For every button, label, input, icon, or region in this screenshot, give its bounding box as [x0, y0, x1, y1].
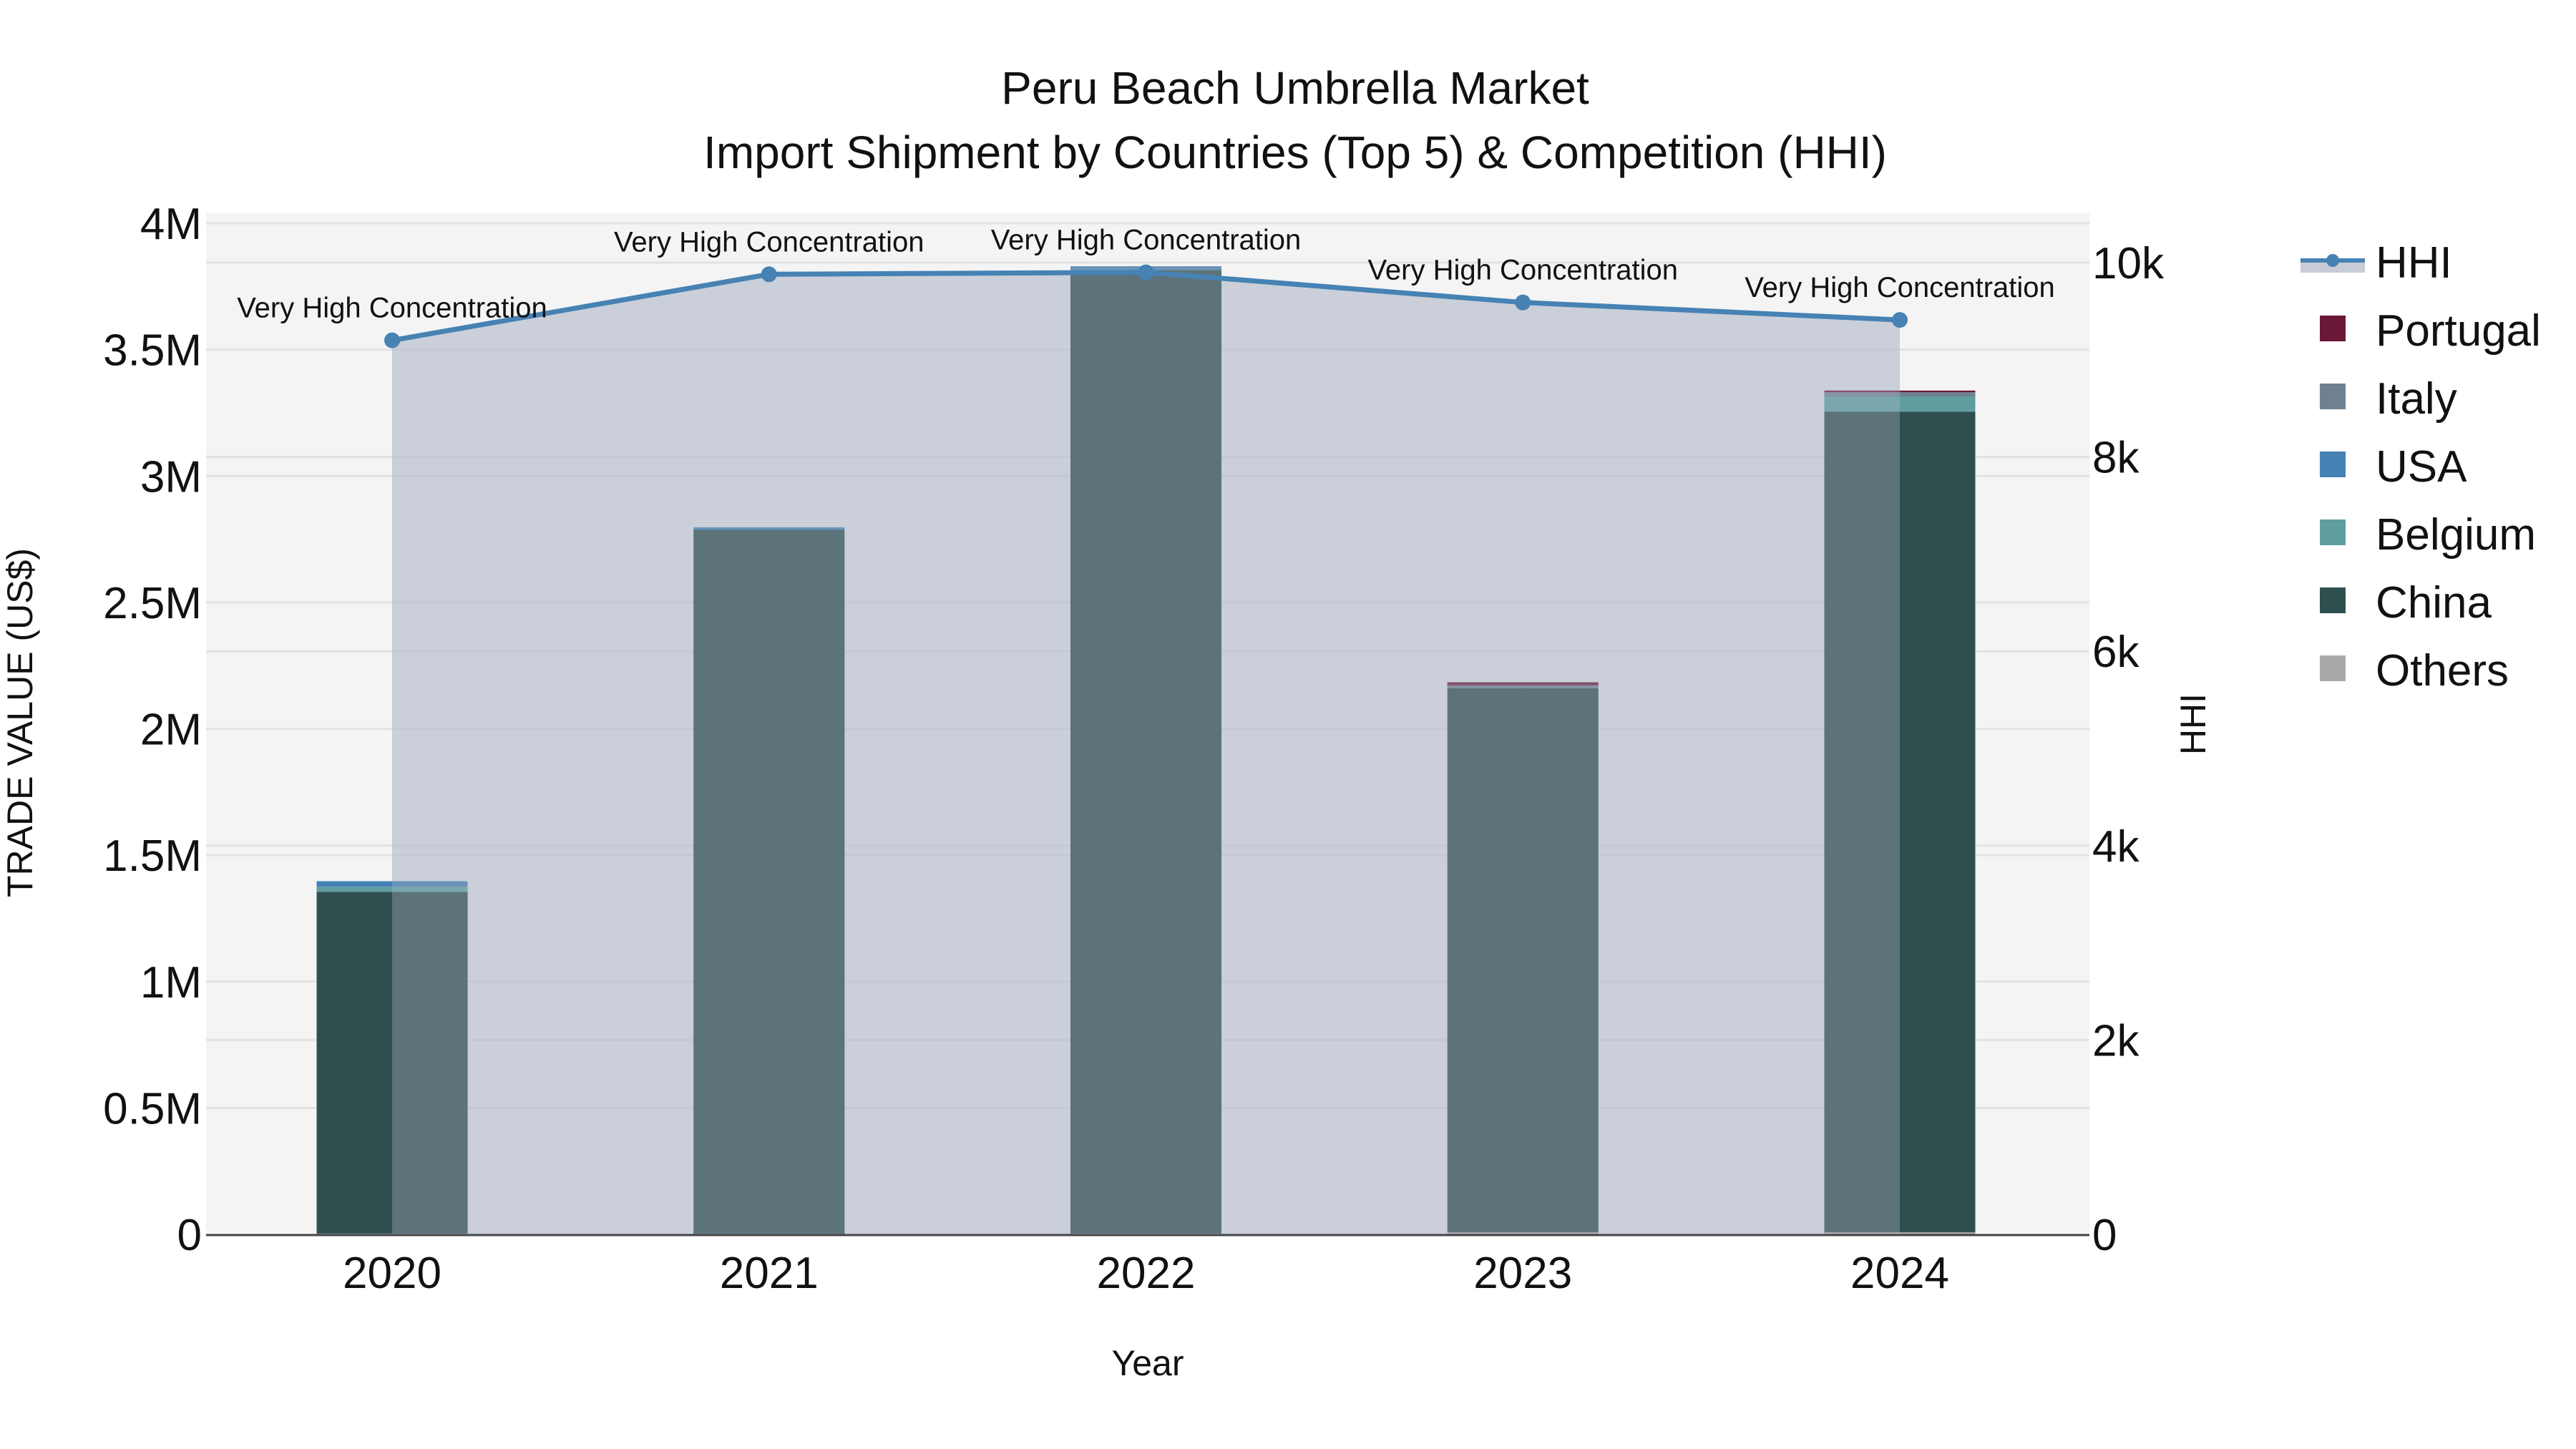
x-tick-label: 2024 — [1850, 1249, 1949, 1298]
hhi-marker-2021[interactable] — [761, 266, 777, 283]
hhi-marker-2024[interactable] — [1892, 312, 1908, 328]
y-tick-label: 3M — [140, 452, 202, 502]
bars — [316, 266, 1976, 1235]
y2-axis-title: HHI — [2173, 693, 2213, 755]
y-axis-title: TRADE VALUE (US$) — [0, 548, 40, 897]
hhi-legend-fill — [2301, 263, 2365, 273]
legend-item-belgium[interactable]: Belgium — [2320, 510, 2536, 560]
y-tick-label: 2.5M — [103, 579, 202, 628]
y-tick-label: 1.5M — [103, 831, 202, 881]
hhi-annotation: Very High Concentration — [991, 225, 1302, 256]
legend-item-usa[interactable]: USA — [2320, 442, 2467, 492]
bar-segment-china-2022[interactable] — [1070, 270, 1221, 1234]
legend-item-hhi[interactable]: HHI — [2301, 238, 2452, 288]
legend-label: Italy — [2376, 374, 2457, 424]
bar-segment-portugal-2023[interactable] — [1447, 682, 1599, 686]
legend-swatch — [2320, 452, 2346, 477]
hhi-marker-2020[interactable] — [384, 332, 400, 348]
bar-overlay — [1146, 266, 1221, 1234]
legend-label: China — [2376, 578, 2492, 628]
hhi-marker-2023[interactable] — [1515, 294, 1531, 311]
bar-segment-italy-2024[interactable] — [1824, 391, 1976, 396]
legend-swatch — [2320, 519, 2346, 545]
legend-label: Belgium — [2376, 510, 2536, 560]
y-axis-ticks: 0 0.5M 1M 1.5M 2M 2.5M 3M 3.5M 4M — [103, 200, 202, 1260]
bar-segment-belgium-2024[interactable] — [1824, 396, 1976, 412]
chart-title: Peru Beach Umbrella Market — [1001, 62, 1589, 114]
y2-tick-label: 2k — [2092, 1016, 2140, 1065]
bar-segment-others-2024[interactable] — [1824, 1232, 1976, 1234]
bar-overlay — [769, 527, 845, 1234]
hhi-line: Very High Concentration Very High Concent… — [237, 225, 2055, 348]
chart-subtitle: Import Shipment by Countries (Top 5) & C… — [703, 127, 1887, 178]
bar-segment-others-2023[interactable] — [1447, 1232, 1599, 1234]
y-tick-label: 0 — [177, 1211, 202, 1260]
bar-overlay — [1523, 682, 1599, 1234]
y2-axis-ticks: 0 2k 4k 6k 8k 10k — [2092, 239, 2165, 1260]
legend-label: Portugal — [2376, 306, 2541, 356]
y-tick-label: 2M — [140, 706, 202, 755]
y-tick-label: 0.5M — [103, 1084, 202, 1133]
legend-swatch — [2320, 384, 2346, 409]
bar-segment-china-2024[interactable] — [1824, 411, 1976, 1233]
bar-overlay — [1824, 390, 1900, 1234]
hhi-annotation: Very High Concentration — [1745, 272, 2055, 303]
x-axis-ticks: 2020 2021 2022 2023 2024 — [343, 1249, 1949, 1298]
bar-segment-portugal-2024[interactable] — [1824, 390, 1976, 392]
bar-segment-china-2021[interactable] — [693, 530, 845, 1234]
legend-label: HHI — [2376, 238, 2452, 288]
hhi-annotation: Very High Concentration — [614, 226, 924, 258]
bar-segment-italy-2023[interactable] — [1447, 685, 1599, 688]
x-axis-title: Year — [1111, 1343, 1184, 1383]
bar-segment-usa-2020[interactable] — [316, 881, 468, 887]
x-tick-label: 2023 — [1473, 1249, 1572, 1298]
bar-segment-usa-2021[interactable] — [693, 527, 845, 530]
hhi-annotation: Very High Concentration — [1367, 255, 1678, 286]
legend-item-italy[interactable]: Italy — [2320, 374, 2457, 424]
y-tick-label: 3.5M — [103, 326, 202, 376]
legend-label: USA — [2376, 442, 2467, 492]
hhi-annotation: Very High Concentration — [237, 293, 547, 324]
y2-tick-label: 8k — [2092, 434, 2140, 483]
legend-item-others[interactable]: Others — [2320, 646, 2509, 696]
y2-tick-label: 10k — [2092, 239, 2165, 288]
hhi-marker-2022[interactable] — [1138, 264, 1154, 280]
bar-segment-china-2020[interactable] — [316, 892, 468, 1234]
y-tick-label: 1M — [140, 958, 202, 1008]
hhi-legend-marker — [2326, 254, 2339, 267]
y2-tick-label: 0 — [2092, 1211, 2117, 1260]
bar-overlay — [392, 881, 468, 1234]
bar-segment-belgium-2020[interactable] — [316, 887, 468, 892]
legend-swatch — [2320, 316, 2346, 341]
x-tick-label: 2022 — [1097, 1249, 1196, 1298]
bar-overlay — [693, 527, 769, 1234]
legend-item-portugal[interactable]: Portugal — [2320, 306, 2541, 356]
y-tick-label: 4M — [140, 200, 202, 249]
bar-segment-china-2023[interactable] — [1447, 688, 1599, 1233]
x-tick-label: 2021 — [720, 1249, 819, 1298]
x-tick-label: 2020 — [343, 1249, 441, 1298]
legend-label: Others — [2376, 646, 2509, 696]
bar-overlay — [1070, 266, 1146, 1234]
legend: HHI Portugal Italy USA Belgium China Others — [2301, 238, 2541, 696]
legend-swatch — [2320, 655, 2346, 681]
y2-tick-label: 6k — [2092, 628, 2140, 677]
legend-item-china[interactable]: China — [2320, 578, 2492, 628]
y2-tick-label: 4k — [2092, 822, 2140, 872]
bar-overlay — [1447, 682, 1523, 1234]
legend-swatch — [2320, 587, 2346, 613]
